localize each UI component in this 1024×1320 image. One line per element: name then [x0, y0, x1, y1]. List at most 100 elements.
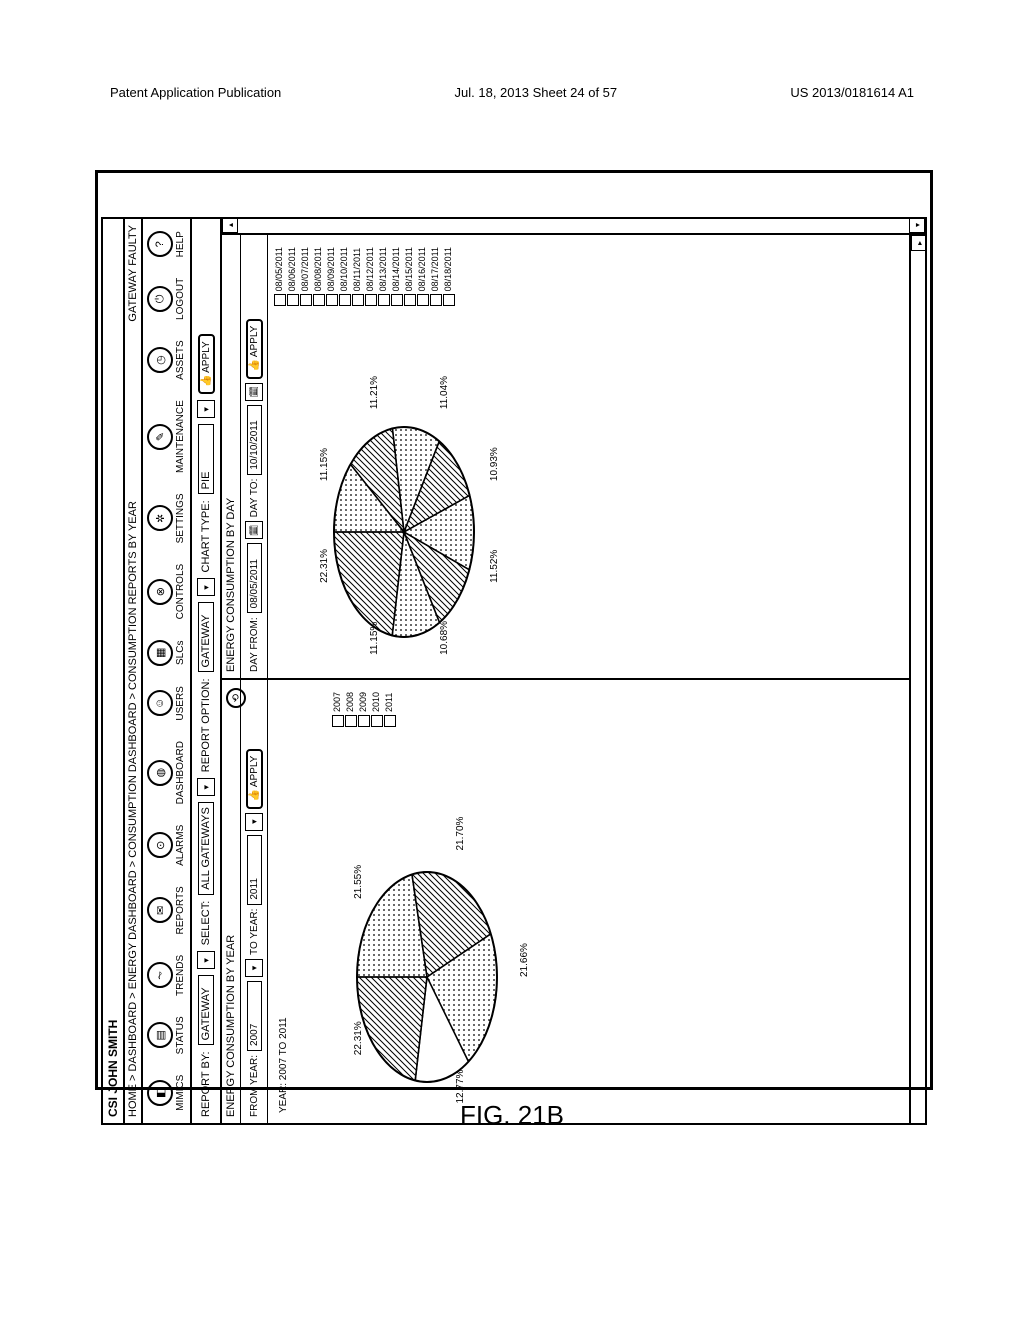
toolbar-item-trends[interactable]: ⏦TRENDS [147, 955, 186, 996]
legend-item: 2008 [345, 692, 357, 727]
toolbar-item-slcs[interactable]: ▦SLCs [147, 640, 186, 666]
calendar-icon[interactable]: 🗓 [245, 521, 263, 539]
toolbar-item-reports[interactable]: ✉REPORTS [147, 886, 186, 934]
legend-item: 08/13/2011 [378, 247, 390, 306]
legend-item: 08/15/2011 [404, 247, 416, 306]
chart-panel-day: ENERGY CONSUMPTION BY DAY DAY FROM: 08/0… [222, 235, 909, 678]
year-panel-controls: FROM YEAR: 2007 ▾ TO YEAR: 2011 ▾ 👍 APPL… [241, 680, 268, 1123]
pie-slice-label: 21.70% [455, 817, 466, 851]
legend-year: 20072008200920102011 [332, 692, 397, 727]
day-panel-controls: DAY FROM: 08/05/2011 🗓 DAY TO: 10/10/201… [241, 235, 268, 678]
breadcrumb-bar: HOME > DASHBOARD > ENERGY DASHBOARD > CO… [125, 219, 143, 1123]
header-left: Patent Application Publication [110, 85, 281, 100]
patent-header: Patent Application Publication Jul. 18, … [110, 85, 914, 100]
scroll-right-icon[interactable]: ▸ [911, 235, 927, 251]
legend-swatch-icon [300, 294, 312, 306]
toolbar-item-maintenance[interactable]: ✎MAINTENANCE [147, 400, 186, 473]
dropdown-icon[interactable]: ▾ [197, 951, 215, 969]
from-year-input[interactable]: 2007 [247, 981, 262, 1051]
pie-slice-label: 11.21% [369, 376, 380, 409]
legend-item: 08/10/2011 [339, 247, 351, 306]
panel-title-day: ENERGY CONSUMPTION BY DAY [222, 235, 241, 678]
apply-button[interactable]: 👍 APPLY [198, 334, 215, 394]
legend-swatch-icon [345, 715, 357, 727]
legend-swatch-icon [384, 715, 396, 727]
legend-item: 2009 [358, 692, 370, 727]
from-day-input[interactable]: 08/05/2011 [247, 543, 262, 613]
chart-type-select[interactable]: PIE [198, 424, 214, 494]
refresh-icon[interactable]: ⟲ [226, 688, 246, 708]
legend-swatch-icon [378, 294, 390, 306]
legend-item: 08/08/2011 [313, 247, 325, 306]
toolbar-item-assets[interactable]: ◷ASSETS [147, 340, 186, 379]
toolbar-item-dashboard[interactable]: ◍DASHBOARD [147, 741, 186, 804]
pie-slice-label: 12.77% [455, 1070, 466, 1104]
report-by-select[interactable]: GATEWAY [198, 975, 214, 1045]
pie-slice-label: 11.15% [319, 448, 330, 481]
legend-swatch-icon [404, 294, 416, 306]
toolbar-item-settings[interactable]: ✲SETTINGS [147, 493, 186, 543]
header-right: US 2013/0181614 A1 [790, 85, 914, 100]
apply-button[interactable]: 👍 APPLY [246, 319, 263, 379]
window-title: CSI JOHN SMITH [103, 219, 125, 1123]
year-subtitle: YEAR: 2007 TO 2011 [278, 686, 289, 1113]
alarms-icon: ⊙ [147, 832, 173, 858]
legend-item: 08/06/2011 [287, 247, 299, 306]
filter-bar: REPORT BY: GATEWAY ▾ SELECT: ALL GATEWAY… [192, 219, 222, 1123]
toolbar-item-users[interactable]: ☺USERS [147, 686, 186, 720]
slcs-icon: ▦ [147, 640, 173, 666]
legend-item: 08/09/2011 [326, 247, 338, 306]
dropdown-icon[interactable]: ▾ [245, 813, 263, 831]
select-select[interactable]: ALL GATEWAYS [198, 802, 214, 895]
scroll-up-icon[interactable]: ▴ [222, 217, 238, 233]
apply-button[interactable]: 👍 APPLY [246, 749, 263, 809]
dropdown-icon[interactable]: ▾ [245, 959, 263, 977]
figure-label: FIG. 21B [0, 1100, 1024, 1131]
legend-item: 08/05/2011 [274, 247, 286, 306]
to-day-label: DAY TO: [249, 479, 260, 518]
toolbar-item-alarms[interactable]: ⊙ALARMS [147, 825, 186, 866]
scroll-down-icon[interactable]: ▾ [909, 217, 925, 233]
legend-day: 08/05/201108/06/201108/07/201108/08/2011… [274, 247, 456, 306]
legend-swatch-icon [339, 294, 351, 306]
settings-icon: ✲ [147, 505, 173, 531]
pie-slice-label: 11.04% [439, 376, 450, 409]
report-option-label: REPORT OPTION: [200, 678, 212, 772]
legend-swatch-icon [326, 294, 338, 306]
legend-swatch-icon [358, 715, 370, 727]
pie-slice-label: 22.31% [319, 549, 330, 583]
pie-chart-year: 20072008200920102011 21.55%21.70%21.66%1… [297, 686, 926, 1117]
legend-swatch-icon [443, 294, 455, 306]
help-icon: ? [147, 231, 173, 257]
pie-slice-label: 21.55% [353, 865, 364, 899]
trends-icon: ⏦ [147, 962, 173, 988]
toolbar-item-help[interactable]: ?HELP [147, 231, 186, 257]
app-window: CSI JOHN SMITH HOME > DASHBOARD > ENERGY… [101, 217, 927, 1125]
status-right: GATEWAY FAULTY [127, 225, 139, 322]
toolbar-item-logout[interactable]: ⏻LOGOUT [147, 278, 186, 320]
assets-icon: ◷ [147, 347, 173, 373]
legend-item: 08/18/2011 [443, 247, 455, 306]
legend-swatch-icon [332, 715, 344, 727]
to-year-input[interactable]: 2011 [247, 835, 262, 905]
calendar-icon[interactable]: 🗓 [245, 383, 263, 401]
legend-item: 08/12/2011 [365, 247, 377, 306]
to-day-input[interactable]: 10/10/2011 [247, 405, 262, 475]
dropdown-icon[interactable]: ▾ [197, 778, 215, 796]
toolbar-item-controls[interactable]: ⊗CONTROLS [147, 564, 186, 620]
from-day-label: DAY FROM: [249, 617, 260, 672]
legend-swatch-icon [352, 294, 364, 306]
figure-frame: CSI JOHN SMITH HOME > DASHBOARD > ENERGY… [95, 170, 933, 1090]
to-year-label: TO YEAR: [249, 909, 260, 955]
pie-slice-label: 11.52% [489, 550, 500, 583]
toolbar-item-status[interactable]: ▤STATUS [147, 1016, 186, 1054]
legend-item: 08/07/2011 [300, 247, 312, 306]
report-option-select[interactable]: GATEWAY [198, 602, 214, 672]
legend-item: 08/16/2011 [417, 247, 429, 306]
charts-container: ENERGY CONSUMPTION BY YEAR ⟲ FROM YEAR: … [222, 235, 909, 1123]
pie-slice-label: 10.93% [489, 447, 500, 481]
dropdown-icon[interactable]: ▾ [197, 400, 215, 418]
legend-item: 08/17/2011 [430, 247, 442, 306]
scrollbar-vertical[interactable]: ▴ ▾ [222, 219, 925, 235]
dropdown-icon[interactable]: ▾ [197, 578, 215, 596]
